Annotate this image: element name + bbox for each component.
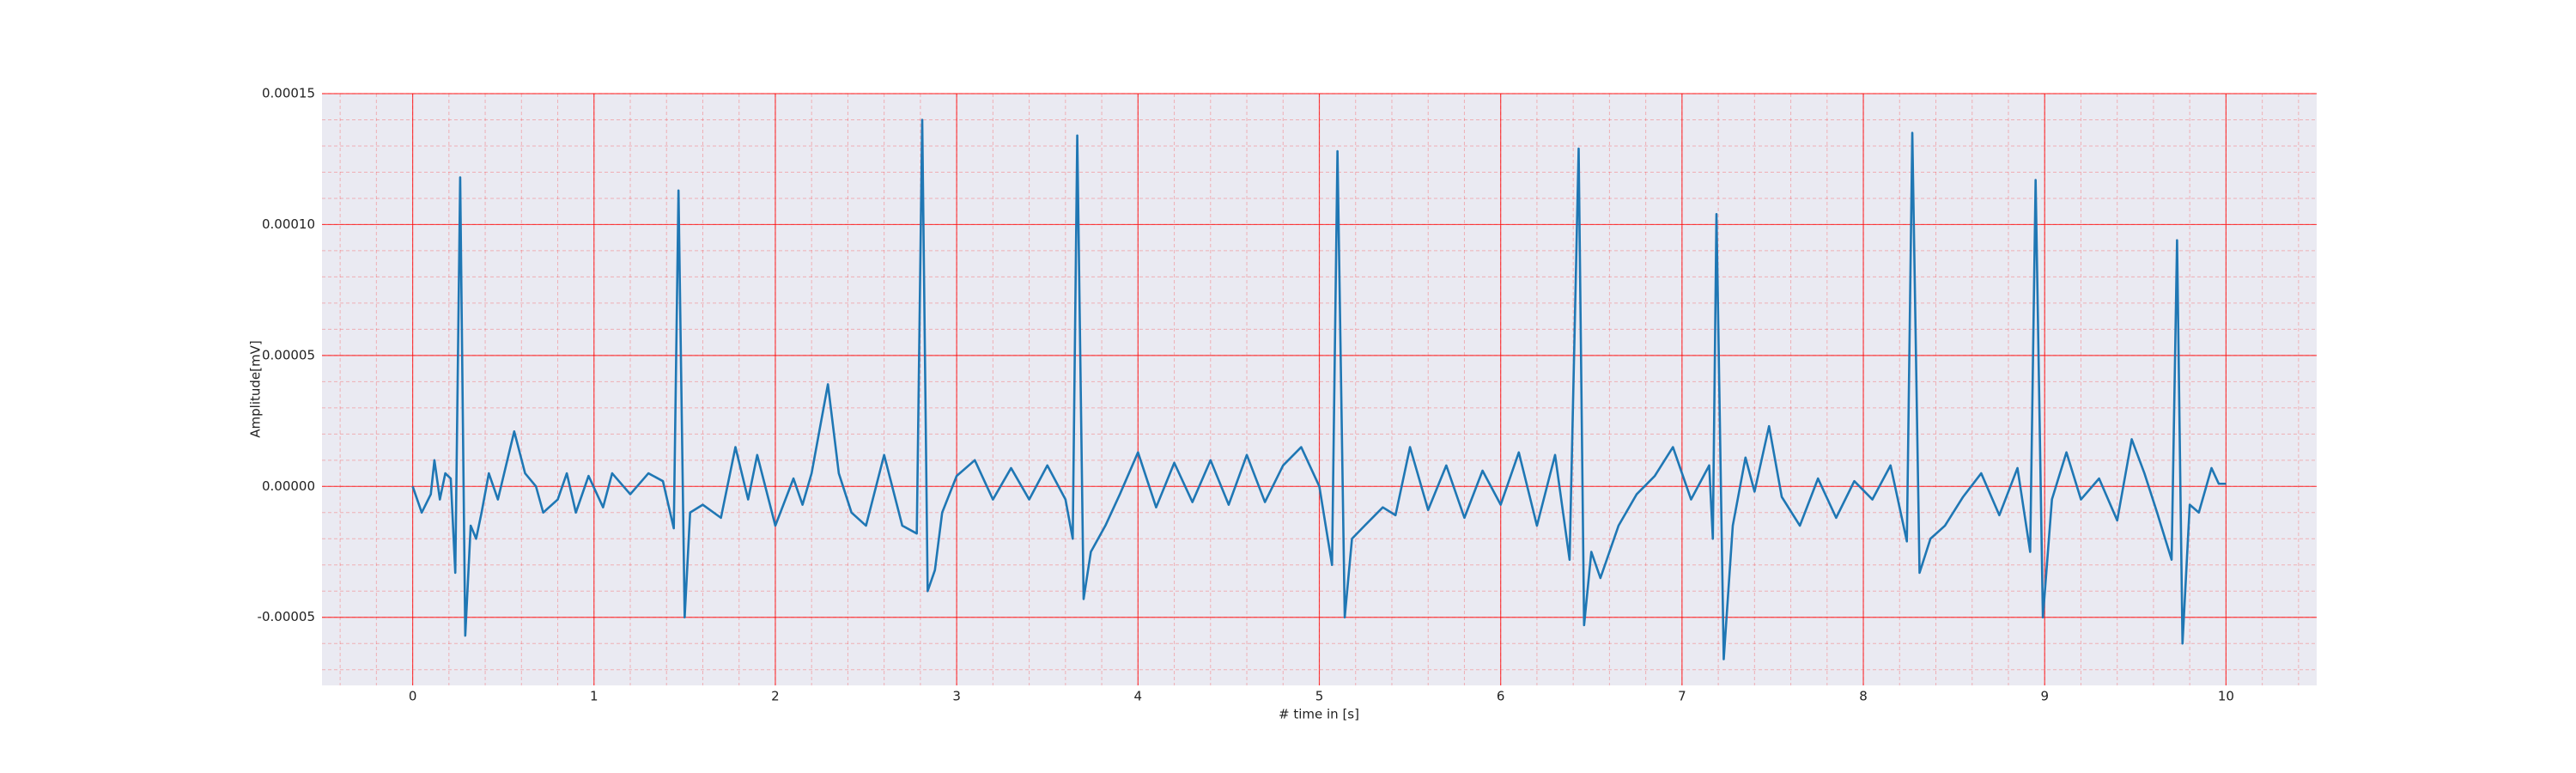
x-tick-label: 10 — [2218, 689, 2234, 704]
y-tick-label: 0.00005 — [262, 347, 315, 362]
x-tick-label: 2 — [771, 689, 780, 704]
x-tick-label: 0 — [409, 689, 417, 704]
y-tick-label: 0.00015 — [262, 86, 315, 101]
x-tick-label: 4 — [1134, 689, 1143, 704]
x-tick-label: 1 — [590, 689, 598, 704]
y-tick-label: -0.00005 — [258, 609, 315, 624]
x-tick-label: 5 — [1315, 689, 1324, 704]
x-tick-label: 6 — [1497, 689, 1505, 704]
x-tick-label: 8 — [1859, 689, 1868, 704]
line-series — [411, 119, 2227, 660]
y-axis-label: Amplitude[mV] — [248, 340, 264, 437]
x-tick-label: 9 — [2040, 689, 2049, 704]
y-tick-label: 0.00010 — [262, 216, 315, 232]
x-tick-label: 7 — [1678, 689, 1686, 704]
x-tick-label: 3 — [952, 689, 961, 704]
x-axis-label: # time in [s] — [1279, 707, 1359, 722]
y-tick-label: 0.00000 — [262, 478, 315, 494]
